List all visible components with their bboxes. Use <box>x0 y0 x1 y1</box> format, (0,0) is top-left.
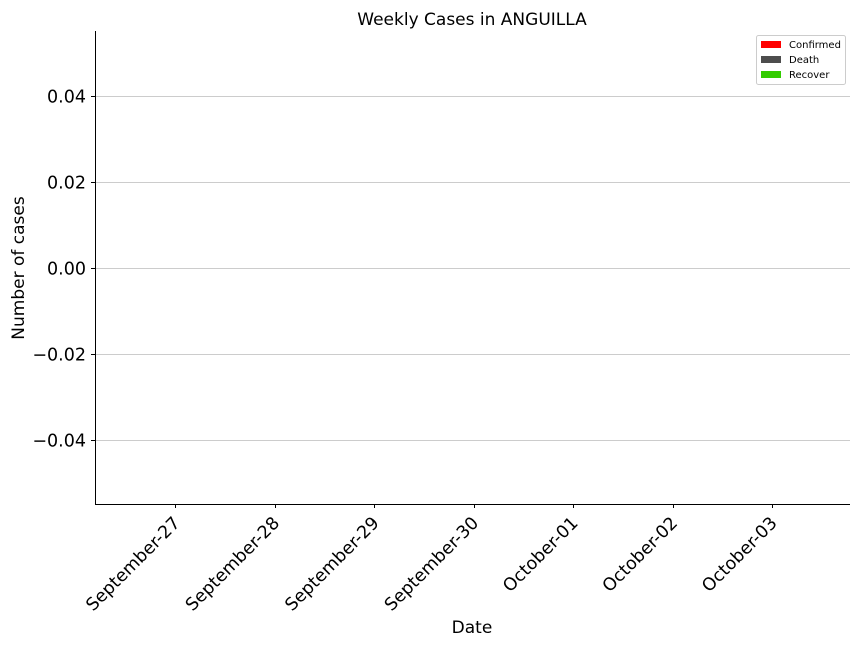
x-axis-label: Date <box>452 618 493 638</box>
legend: Confirmed Death Recover <box>756 35 846 85</box>
chart-title: Weekly Cases in ANGUILLA <box>357 10 587 30</box>
grid <box>95 96 850 441</box>
y-ticks: −0.04 −0.02 0.00 0.02 0.04 <box>32 88 95 452</box>
legend-label: Death <box>789 55 819 66</box>
x-ticks: September-27September-28September-29Sept… <box>83 504 782 615</box>
legend-swatch-death <box>761 56 781 63</box>
x-tick-label: September-27 <box>83 513 185 615</box>
x-tick-label: September-29 <box>282 513 384 615</box>
x-tick-label: October-01 <box>499 513 582 596</box>
y-tick-label: 0.04 <box>47 88 86 108</box>
x-tick-label: October-02 <box>599 513 682 596</box>
y-tick-label: 0.02 <box>47 174 86 194</box>
x-tick-label: September-30 <box>381 513 483 615</box>
x-tick-label: October-03 <box>698 513 781 596</box>
x-tick-label: September-28 <box>182 513 284 615</box>
y-axis-label: Number of cases <box>9 196 29 340</box>
y-tick-label: −0.02 <box>32 346 86 366</box>
y-tick-label: −0.04 <box>32 432 86 452</box>
legend-label: Recover <box>789 70 830 81</box>
legend-label: Confirmed <box>789 40 841 51</box>
legend-swatch-confirmed <box>761 41 781 48</box>
y-tick-label: 0.00 <box>47 260 86 280</box>
legend-swatch-recover <box>761 71 781 78</box>
